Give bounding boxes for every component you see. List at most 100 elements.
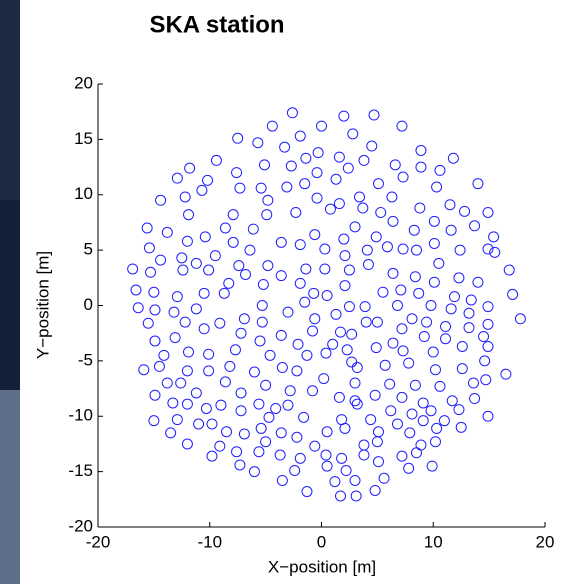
point (417, 415, 429, 427)
point (203, 365, 215, 377)
point (274, 449, 286, 461)
point (247, 223, 259, 235)
point (429, 364, 441, 376)
point (171, 172, 183, 184)
point (275, 329, 287, 341)
point (275, 270, 287, 282)
point (321, 290, 333, 302)
point (275, 427, 287, 439)
point (270, 402, 282, 414)
point (309, 440, 321, 452)
point (334, 326, 346, 338)
point (190, 303, 202, 315)
point (370, 231, 382, 243)
point (284, 385, 296, 397)
point (311, 167, 323, 179)
point (445, 303, 457, 315)
point (440, 321, 452, 333)
point (482, 340, 494, 352)
point (372, 456, 384, 468)
point (395, 284, 407, 296)
y-tick-label: -5 (78, 350, 93, 369)
point (342, 162, 354, 174)
point (418, 331, 430, 343)
point (336, 452, 348, 464)
point (456, 340, 468, 352)
point (448, 291, 460, 303)
point (240, 268, 252, 280)
point (324, 203, 336, 215)
point (453, 404, 465, 416)
point (266, 120, 278, 132)
point (379, 359, 391, 371)
point (358, 154, 370, 166)
point (321, 426, 333, 438)
point (409, 271, 421, 283)
point (312, 147, 324, 159)
point (181, 398, 193, 410)
point (149, 335, 161, 347)
point (299, 296, 311, 308)
point (472, 178, 484, 190)
point (309, 229, 321, 241)
point (179, 316, 191, 328)
point (219, 222, 231, 234)
point (127, 263, 139, 275)
point (300, 263, 312, 275)
point (149, 389, 161, 401)
point (276, 362, 288, 374)
point (179, 191, 191, 203)
point (482, 410, 494, 422)
point (294, 239, 306, 251)
point (248, 366, 260, 378)
point (261, 209, 273, 221)
point (480, 374, 492, 386)
point (403, 357, 415, 369)
point (330, 308, 342, 320)
x-tick-label: 0 (317, 532, 326, 551)
point (301, 486, 313, 498)
point (403, 462, 415, 474)
point (410, 244, 422, 256)
point (343, 264, 355, 276)
point (385, 405, 397, 417)
point (219, 376, 231, 388)
point (454, 244, 466, 256)
point (257, 278, 269, 290)
point (231, 446, 243, 458)
point (488, 231, 500, 243)
point (155, 254, 167, 266)
y-axis-label: Y−position [m] (33, 251, 52, 359)
point (453, 272, 465, 284)
point (260, 436, 272, 448)
y-tick-label: 15 (74, 129, 93, 148)
point (446, 395, 458, 407)
point (171, 291, 183, 303)
point (190, 387, 202, 399)
point (482, 318, 494, 330)
point (264, 349, 276, 361)
point (291, 365, 303, 377)
point (153, 360, 165, 372)
point (503, 264, 515, 276)
point (289, 465, 301, 477)
point (275, 236, 287, 248)
point (210, 154, 222, 166)
point (227, 236, 239, 248)
point (465, 294, 477, 306)
x-tick-label: 20 (536, 532, 555, 551)
point (132, 302, 144, 314)
point (463, 322, 475, 334)
point (362, 259, 374, 271)
point (351, 398, 363, 410)
point (371, 436, 383, 448)
point (301, 349, 313, 361)
point (372, 178, 384, 190)
point (463, 307, 475, 319)
point (381, 241, 393, 253)
point (148, 415, 160, 427)
point (181, 365, 193, 377)
point (224, 360, 236, 372)
point (235, 327, 247, 339)
point (429, 436, 441, 448)
